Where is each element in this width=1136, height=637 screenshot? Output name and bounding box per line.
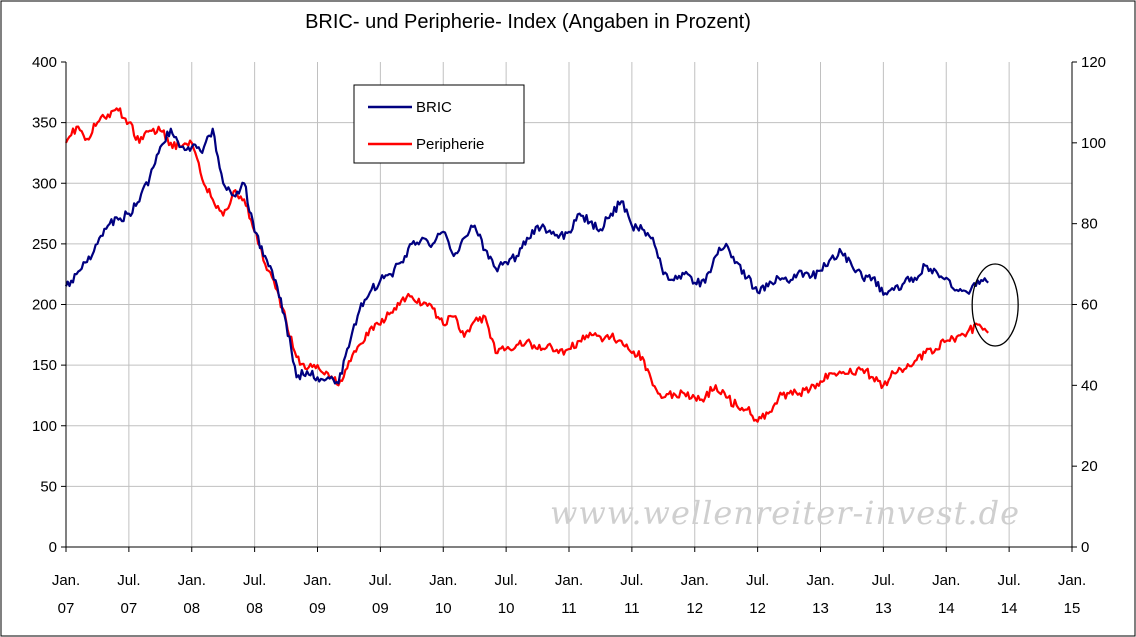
legend: BRIC Peripherie	[353, 84, 525, 164]
x-axis-tick-label-month: Jan.	[52, 572, 80, 589]
legend-label-bric: BRIC	[416, 99, 452, 116]
right-axis-tick-label: 0	[1081, 539, 1089, 556]
right-axis-tick-label: 60	[1081, 297, 1098, 314]
x-axis-tick-label-year: 10	[498, 600, 515, 617]
annotations	[971, 263, 1019, 347]
x-axis-tick-label-month: Jul.	[997, 572, 1020, 589]
left-axis-tick-label: 250	[32, 236, 57, 253]
left-axis-tick-label: 200	[32, 297, 57, 314]
x-axis-tick-label-month: Jul.	[494, 572, 517, 589]
right-axis-tick-label: 20	[1081, 458, 1098, 475]
right-axis-tick-label: 80	[1081, 216, 1098, 233]
left-axis-tick-label: 50	[40, 478, 57, 495]
x-axis-tick-label-month: Jan.	[681, 572, 709, 589]
left-axis-tick-label: 150	[32, 357, 57, 374]
x-axis-tick-label-month: Jan.	[303, 572, 331, 589]
x-axis-tick-label-month: Jan.	[429, 572, 457, 589]
x-axis-tick-label-month: Jul.	[117, 572, 140, 589]
x-axis-tick-label-year: 11	[561, 600, 577, 617]
right-axis-tick-label: 40	[1081, 377, 1098, 394]
x-axis-tick-label-year: 09	[372, 600, 389, 617]
legend-label-peripherie: Peripherie	[416, 136, 484, 153]
right-axis-tick-label: 100	[1081, 135, 1106, 152]
x-axis-tick-label-year: 10	[435, 600, 452, 617]
highlight-ellipse	[971, 263, 1019, 347]
x-axis-tick-label-year: 14	[1001, 600, 1018, 617]
series-line-peripherie	[65, 107, 989, 423]
x-axis-tick-label-year: 07	[121, 600, 138, 617]
legend-box	[353, 84, 525, 164]
x-axis-tick-label-month: Jul.	[620, 572, 643, 589]
left-axis-tick-label: 100	[32, 418, 57, 435]
x-axis-tick-label-year: 15	[1064, 600, 1081, 617]
x-axis-tick-label-year: 14	[938, 600, 955, 617]
x-axis-tick-label-year: 12	[686, 600, 703, 617]
axes: 0 50 100 150 200 250 300 350 400 0 20 40 60 80 100 120 J…	[32, 54, 1106, 617]
x-axis-tick-label-year: 07	[58, 600, 75, 617]
series-layer	[64, 107, 989, 423]
left-axis-tick-label: 0	[49, 539, 57, 556]
x-axis-tick-label-month: Jan.	[178, 572, 206, 589]
x-axis-tick-label-year: 08	[183, 600, 200, 617]
left-axis-tick-label: 300	[32, 175, 57, 192]
x-axis-tick-label-year: 13	[812, 600, 829, 617]
x-axis-tick-label-year: 09	[309, 600, 326, 617]
x-axis-tick-label-month: Jan.	[1058, 572, 1086, 589]
x-axis-tick-label-year: 13	[875, 600, 892, 617]
series-line-bric	[64, 127, 989, 385]
x-axis-tick-label-month: Jul.	[746, 572, 769, 589]
x-axis-tick-label-month: Jan.	[932, 572, 960, 589]
x-axis-tick-label-month: Jul.	[872, 572, 895, 589]
right-axis-tick-label: 120	[1081, 54, 1106, 71]
x-axis-tick-label-year: 11	[624, 600, 640, 617]
x-axis-tick-label-month: Jul.	[243, 572, 266, 589]
watermark-text: www.wellenreiter-invest.de	[550, 494, 1020, 532]
x-axis-tick-label-year: 12	[749, 600, 766, 617]
left-axis-tick-label: 350	[32, 115, 57, 132]
x-axis-tick-label-month: Jul.	[369, 572, 392, 589]
x-axis-tick-label-month: Jan.	[806, 572, 834, 589]
chart-title: BRIC- und Peripherie- Index (Angaben in …	[305, 11, 751, 33]
x-axis-tick-label-year: 08	[246, 600, 263, 617]
left-axis-tick-label: 400	[32, 54, 57, 71]
x-axis-tick-label-month: Jan.	[555, 572, 583, 589]
